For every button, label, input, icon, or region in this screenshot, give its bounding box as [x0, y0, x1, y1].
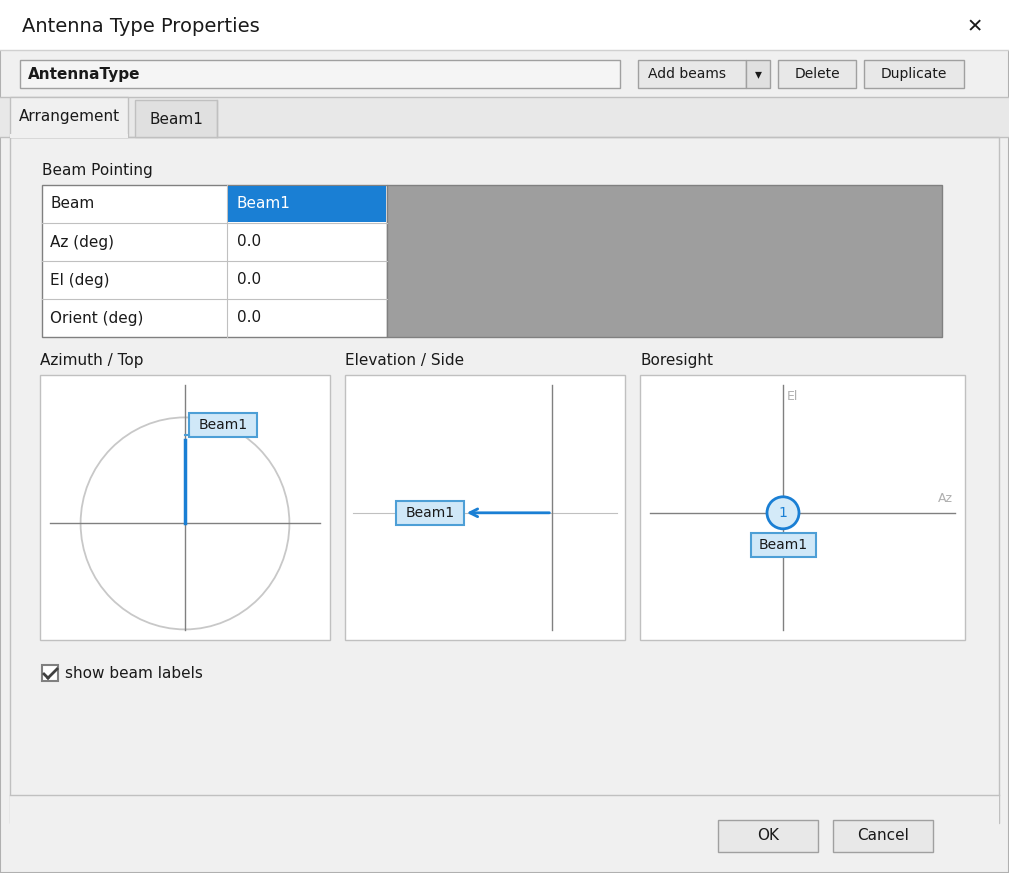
Text: Az: Az [938, 492, 952, 505]
Bar [189, 413, 257, 437]
Bar [10, 795, 999, 865]
Bar [833, 820, 933, 852]
Text: El (deg): El (deg) [50, 272, 110, 287]
Text: OK: OK [757, 828, 779, 843]
Bar [42, 665, 58, 681]
Text: Beam: Beam [50, 196, 94, 211]
Bar [387, 185, 942, 337]
Bar [10, 97, 128, 137]
Bar [864, 60, 964, 88]
Text: Beam1: Beam1 [199, 418, 247, 432]
Circle shape [767, 497, 799, 529]
Text: Beam1: Beam1 [759, 538, 807, 552]
Text: Elevation / Side: Elevation / Side [345, 353, 464, 368]
Text: AntennaType: AntennaType [28, 66, 140, 81]
Text: Beam1: Beam1 [237, 196, 291, 211]
Bar [40, 375, 330, 640]
Bar [20, 60, 620, 88]
Bar [746, 60, 770, 88]
Text: Delete: Delete [794, 67, 839, 81]
Text: Arrangement: Arrangement [18, 109, 119, 125]
Text: ▾: ▾ [755, 67, 762, 81]
Text: Cancel: Cancel [857, 828, 909, 843]
Bar [345, 375, 625, 640]
Bar [10, 137, 999, 823]
Text: Duplicate: Duplicate [881, 67, 947, 81]
Text: Antenna Type Properties: Antenna Type Properties [22, 17, 259, 37]
Bar [718, 820, 818, 852]
Text: Beam Pointing: Beam Pointing [42, 162, 152, 177]
Text: Boresight: Boresight [640, 353, 713, 368]
Text: Beam1: Beam1 [149, 112, 203, 127]
Bar [42, 185, 387, 337]
Text: Azimuth / Top: Azimuth / Top [40, 353, 143, 368]
Bar [751, 533, 816, 557]
Text: 0.0: 0.0 [237, 311, 261, 326]
Text: 0.0: 0.0 [237, 235, 261, 250]
Text: Orient (deg): Orient (deg) [50, 311, 143, 326]
Bar [778, 60, 856, 88]
Text: show beam labels: show beam labels [65, 665, 203, 680]
Bar [396, 501, 464, 525]
Bar [638, 60, 746, 88]
Text: 0.0: 0.0 [237, 272, 261, 287]
Text: Add beams: Add beams [648, 67, 726, 81]
Bar [0, 97, 1009, 137]
Bar [0, 0, 1009, 50]
Text: ✕: ✕ [967, 17, 983, 37]
Bar [228, 186, 386, 222]
Text: Az (deg): Az (deg) [50, 235, 114, 250]
Text: 1: 1 [779, 505, 787, 519]
Bar [135, 100, 217, 137]
Bar [10, 134, 128, 138]
Text: El: El [787, 390, 798, 403]
Bar [640, 375, 965, 640]
Text: Beam1: Beam1 [406, 505, 455, 519]
